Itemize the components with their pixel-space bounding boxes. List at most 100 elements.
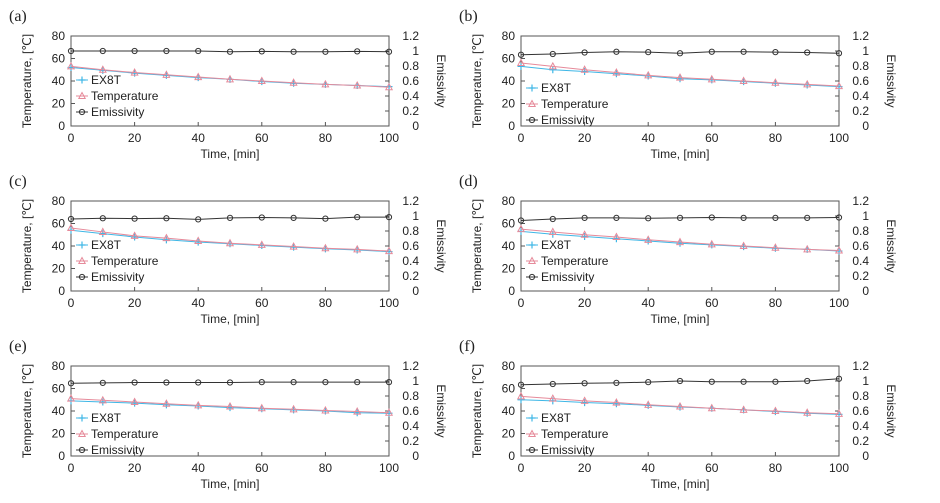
data-point <box>517 62 525 70</box>
x-tick-label: 0 <box>518 131 525 145</box>
data-point <box>581 49 588 56</box>
data-point <box>194 236 203 244</box>
data-point <box>66 61 76 70</box>
legend-item: Emissivity <box>76 443 144 457</box>
y2-tick-label: 0.8 <box>852 224 869 238</box>
y-tick-label: 80 <box>502 194 516 208</box>
data-point <box>645 215 652 222</box>
legend-marker <box>78 446 86 454</box>
x-tick-label: 80 <box>769 296 783 310</box>
x-tick-label: 60 <box>255 296 269 310</box>
y2-tick-label: 0.2 <box>852 104 869 118</box>
data-point <box>580 396 589 404</box>
x-axis-label: Time, [min] <box>651 312 710 326</box>
series-line <box>70 227 390 252</box>
x-tick-label: 100 <box>379 296 399 310</box>
data-point <box>549 50 556 58</box>
series-temperature <box>66 394 394 416</box>
legend-item: Emissivity <box>76 105 144 119</box>
data-point <box>384 82 394 91</box>
y2-tick-label: 0.6 <box>852 74 869 88</box>
y-tick-label: 40 <box>52 404 66 418</box>
legend-label: EX8T <box>91 73 122 87</box>
legend-item: EX8T <box>526 81 572 95</box>
legend-label: Temperature <box>541 97 609 111</box>
panel-label: (f) <box>459 338 475 355</box>
x-tick-label: 0 <box>518 296 525 310</box>
x-tick-label: 100 <box>829 131 849 145</box>
x-tick-label: 20 <box>128 461 142 475</box>
x-axis-label: Time, [min] <box>201 147 260 161</box>
legend-item: Emissivity <box>76 270 144 284</box>
data-point <box>771 243 780 251</box>
legend-marker <box>528 84 536 92</box>
data-point <box>676 377 684 385</box>
x-axis-label: Time, [min] <box>201 477 260 491</box>
data-point <box>226 379 234 386</box>
data-point <box>708 378 715 385</box>
data-point <box>740 214 747 221</box>
y-axis-label: Temperature, [℃] <box>20 199 34 293</box>
data-point <box>771 78 780 86</box>
panel-label: (c) <box>9 173 27 190</box>
data-point <box>772 49 779 56</box>
data-point <box>99 47 106 55</box>
series-line <box>70 381 389 384</box>
y2-tick-label: 0.6 <box>852 404 869 418</box>
data-point <box>354 48 361 55</box>
y-tick-label: 20 <box>52 427 66 441</box>
data-point <box>644 235 653 243</box>
y2-tick-label: 0.2 <box>852 434 869 448</box>
y-tick-label: 20 <box>502 427 516 441</box>
data-point <box>804 49 811 56</box>
data-point <box>517 217 525 224</box>
panel-label: (b) <box>459 8 478 25</box>
x-tick-label: 0 <box>68 296 75 310</box>
x-tick-label: 60 <box>255 131 269 145</box>
y2-tick-label: 0.8 <box>402 389 419 403</box>
data-point <box>289 242 298 250</box>
data-point <box>98 395 107 404</box>
series-line <box>70 65 390 88</box>
y-tick-label: 0 <box>508 284 515 298</box>
legend-label: Emissivity <box>541 443 594 457</box>
x-tick-label: 0 <box>68 131 75 145</box>
x-tick-label: 60 <box>705 131 719 145</box>
x-tick-label: 80 <box>319 296 333 310</box>
data-point <box>98 227 107 235</box>
y-tick-label: 60 <box>502 217 516 231</box>
y2-tick-label: 0.2 <box>402 269 419 283</box>
series-temperature <box>66 61 394 91</box>
y2-tick-label: 0.2 <box>852 269 869 283</box>
legend-marker <box>527 429 537 437</box>
legend-item: EX8T <box>76 411 122 425</box>
x-tick-label: 80 <box>769 461 783 475</box>
data-point <box>99 215 106 222</box>
legend-label: Emissivity <box>91 270 144 284</box>
data-point <box>707 239 716 248</box>
series-line <box>520 216 840 221</box>
series-temperature <box>516 58 844 90</box>
data-point <box>289 404 298 413</box>
y-axis-label: Temperature, [℃] <box>470 364 484 458</box>
legend-marker <box>78 108 86 116</box>
data-point <box>354 214 361 221</box>
y2-axis-label: Emissivity <box>884 384 898 437</box>
data-point <box>835 375 843 382</box>
data-point <box>675 237 685 246</box>
data-point <box>708 214 715 221</box>
data-point <box>645 379 652 386</box>
y2-tick-label: 1 <box>862 374 869 388</box>
legend-item: EX8T <box>526 238 572 252</box>
legend-label: EX8T <box>541 411 572 425</box>
data-point <box>353 407 362 415</box>
y2-tick-label: 0 <box>862 284 869 298</box>
y2-tick-label: 0.4 <box>402 254 419 268</box>
series-line <box>520 51 840 56</box>
y2-tick-label: 1 <box>862 44 869 58</box>
legend-label: Emissivity <box>541 270 594 284</box>
y-tick-label: 60 <box>52 217 66 231</box>
legend-item: Temperature <box>76 427 159 441</box>
